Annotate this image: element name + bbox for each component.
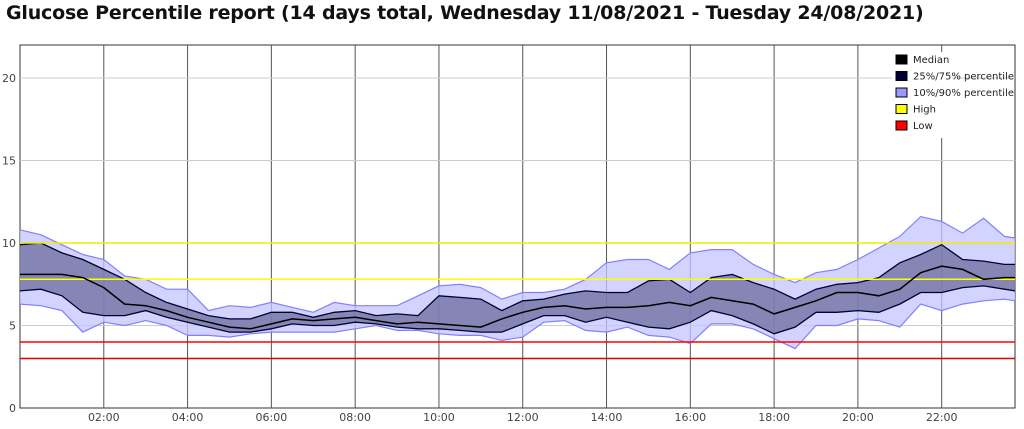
legend-label: 25%/75% percentile xyxy=(913,72,1014,83)
line-median xyxy=(20,265,1015,330)
band-25-75 xyxy=(20,243,1015,334)
plot-border xyxy=(19,44,1016,409)
line-75th-percentile xyxy=(19,242,1015,320)
y-tick-label: 0 xyxy=(9,402,16,415)
x-tick-label: 12:00 xyxy=(507,411,539,424)
legend: Median 25%/75% percentile 10%/90% percenti… xyxy=(892,52,1014,138)
legend-label: High xyxy=(913,105,936,116)
x-tick-label: 16:00 xyxy=(674,411,706,424)
x-tick-label: 10:00 xyxy=(423,411,455,424)
legend-label: Low xyxy=(913,121,933,132)
line-10th-percentile xyxy=(19,298,1016,350)
legend-swatch xyxy=(895,71,908,81)
y-tick-label: 15 xyxy=(2,155,16,168)
y-tick-label: 10 xyxy=(2,237,16,250)
legend-swatch xyxy=(895,54,908,65)
x-tick-label: 06:00 xyxy=(256,411,288,424)
x-tick-label: 20:00 xyxy=(842,411,874,424)
x-tick-label: 08:00 xyxy=(339,411,371,424)
y-tick-label: 5 xyxy=(9,320,16,333)
x-tick-label: 02:00 xyxy=(88,411,120,424)
y-tick-label: 20 xyxy=(2,72,16,85)
chart-title: Glucose Percentile report (14 days total… xyxy=(6,2,924,24)
x-tick-label: 04:00 xyxy=(172,411,204,424)
legend-swatch xyxy=(895,104,908,114)
legend-swatch xyxy=(895,120,908,131)
legend-swatch xyxy=(895,87,908,98)
legend-label: 10%/90% percentile xyxy=(913,88,1014,99)
x-tick-label: 18:00 xyxy=(758,411,790,424)
x-tick-label: 22:00 xyxy=(926,411,958,424)
line-25th-percentile xyxy=(19,285,1016,335)
line-90th-percentile xyxy=(19,215,1016,313)
x-tick-label: 14:00 xyxy=(591,411,623,424)
legend-label: Median xyxy=(913,55,949,66)
